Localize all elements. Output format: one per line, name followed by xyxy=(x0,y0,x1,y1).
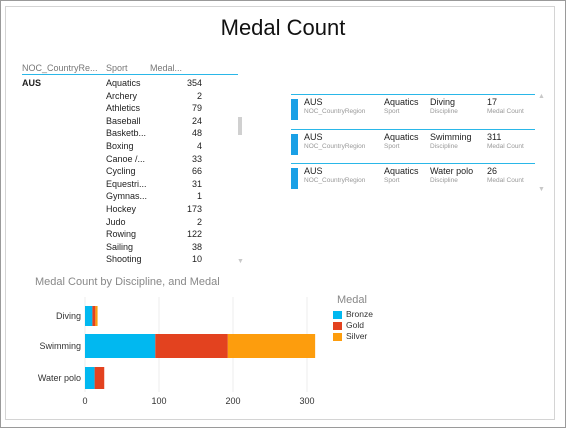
table-cell-sport: Equestri... xyxy=(106,178,147,189)
cards-scroll-up-icon[interactable]: ▲ xyxy=(538,93,545,100)
table-cell-sport: Hockey xyxy=(106,204,137,214)
card-sport-label: Sport xyxy=(384,177,400,184)
table-cell-sport: Baseball xyxy=(106,115,141,126)
card-row[interactable]: AUS NOC_CountryRegion Aquatics Sport Swimmin… xyxy=(291,129,535,160)
legend-label: Silver xyxy=(346,331,368,341)
card-sport-label: Sport xyxy=(384,143,400,150)
table-cell-medal-count: 2 xyxy=(196,90,202,101)
card-medal-count-value: 17 xyxy=(487,97,498,107)
table-cell-sport: Judo xyxy=(106,216,126,227)
card-row[interactable]: AUS NOC_CountryRegion Aquatics Sport Diving D… xyxy=(291,94,535,125)
table-cell-medal-count: 38 xyxy=(191,241,202,252)
table-cell-medal-count: 66 xyxy=(191,166,202,177)
table-cell-sport: Basketb... xyxy=(106,128,147,139)
table-cell-sport: Shooting xyxy=(106,254,142,265)
column-header-country[interactable]: NOC_CountryRe... xyxy=(22,63,98,73)
card-medal-count-label: Medal Count xyxy=(487,177,524,184)
card-discipline-value: Diving xyxy=(430,97,456,107)
card-country-value: AUS xyxy=(304,166,323,176)
table-cell-medal-count: 1 xyxy=(196,191,202,202)
table-cell-medal-count: 24 xyxy=(191,115,202,126)
column-header-sport[interactable]: Sport xyxy=(106,63,128,73)
card-discipline-label: Discipline xyxy=(430,108,458,115)
table-cell-sport: Aquatics xyxy=(106,78,141,88)
table-cell-medal-count: 48 xyxy=(191,128,202,139)
table-cell-medal-count: 354 xyxy=(186,78,202,88)
page-title: Medal Count xyxy=(220,15,346,40)
card-medal-count-label: Medal Count xyxy=(487,143,524,150)
table-cell-sport: Archery xyxy=(106,90,138,101)
scroll-down-arrow-icon[interactable]: ▼ xyxy=(237,258,244,265)
card-discipline-label: Discipline xyxy=(430,177,458,184)
card-discipline-label: Discipline xyxy=(430,143,458,150)
cards-scroll-down-icon[interactable]: ▼ xyxy=(538,186,545,193)
card-sport-value: Aquatics xyxy=(384,166,419,176)
table-cell-sport: Boxing xyxy=(106,141,134,151)
table-cell-country: AUS xyxy=(22,78,42,88)
card-sport-label: Sport xyxy=(384,108,400,115)
card-medal-count-value: 26 xyxy=(487,166,498,176)
card-accent-bar xyxy=(291,99,298,120)
card-discipline-value: Water polo xyxy=(430,166,474,176)
table-cell-sport: Cycling xyxy=(106,166,136,177)
card-country-value: AUS xyxy=(304,97,323,107)
table-cell-sport: Gymnas... xyxy=(106,191,148,202)
table-cell-sport: Canoe /... xyxy=(106,153,146,164)
table-scrollbar[interactable] xyxy=(238,117,242,135)
card-sport-value: Aquatics xyxy=(384,132,419,142)
card-country-value: AUS xyxy=(304,132,323,142)
table-cell-medal-count: 33 xyxy=(191,153,202,164)
table-cell-medal-count: 31 xyxy=(191,178,202,189)
card-row[interactable]: AUS NOC_CountryRegion Aquatics Sport Water p… xyxy=(291,163,535,194)
chart-title: Medal Count by Discipline, and Medal xyxy=(35,276,220,288)
table-header-divider xyxy=(22,74,238,75)
legend-item-silver[interactable]: Silver xyxy=(333,331,367,341)
legend-swatch xyxy=(333,332,342,341)
table-cell-medal-count: 4 xyxy=(196,141,202,151)
table-cell-sport: Sailing xyxy=(106,241,134,252)
legend-item-bronze[interactable]: Bronze xyxy=(333,309,373,319)
legend-swatch xyxy=(333,310,342,319)
table-cell-medal-count: 173 xyxy=(186,204,202,214)
legend-swatch xyxy=(333,321,342,330)
legend-title: Medal xyxy=(337,294,367,306)
table-cell-sport: Rowing xyxy=(106,229,137,240)
column-header-medal[interactable]: Medal... xyxy=(150,63,183,73)
card-medal-count-value: 311 xyxy=(487,132,502,142)
card-accent-bar xyxy=(291,168,298,189)
table-cell-medal-count: 10 xyxy=(191,254,202,265)
table-cell-medal-count: 2 xyxy=(196,216,202,227)
card-medal-count-label: Medal Count xyxy=(487,108,524,115)
legend-item-gold[interactable]: Gold xyxy=(333,320,364,330)
card-accent-bar xyxy=(291,134,298,155)
legend-label: Gold xyxy=(346,320,364,330)
card-sport-value: Aquatics xyxy=(384,97,419,107)
card-country-label: NOC_CountryRegion xyxy=(304,177,366,184)
table-cell-sport: Athletics xyxy=(106,103,141,114)
legend-label: Bronze xyxy=(346,309,373,319)
table-cell-medal-count: 79 xyxy=(191,103,202,114)
card-discipline-value: Swimming xyxy=(430,132,472,142)
table-cell-medal-count: 122 xyxy=(186,229,202,240)
card-country-label: NOC_CountryRegion xyxy=(304,108,366,115)
card-country-label: NOC_CountryRegion xyxy=(304,143,366,150)
